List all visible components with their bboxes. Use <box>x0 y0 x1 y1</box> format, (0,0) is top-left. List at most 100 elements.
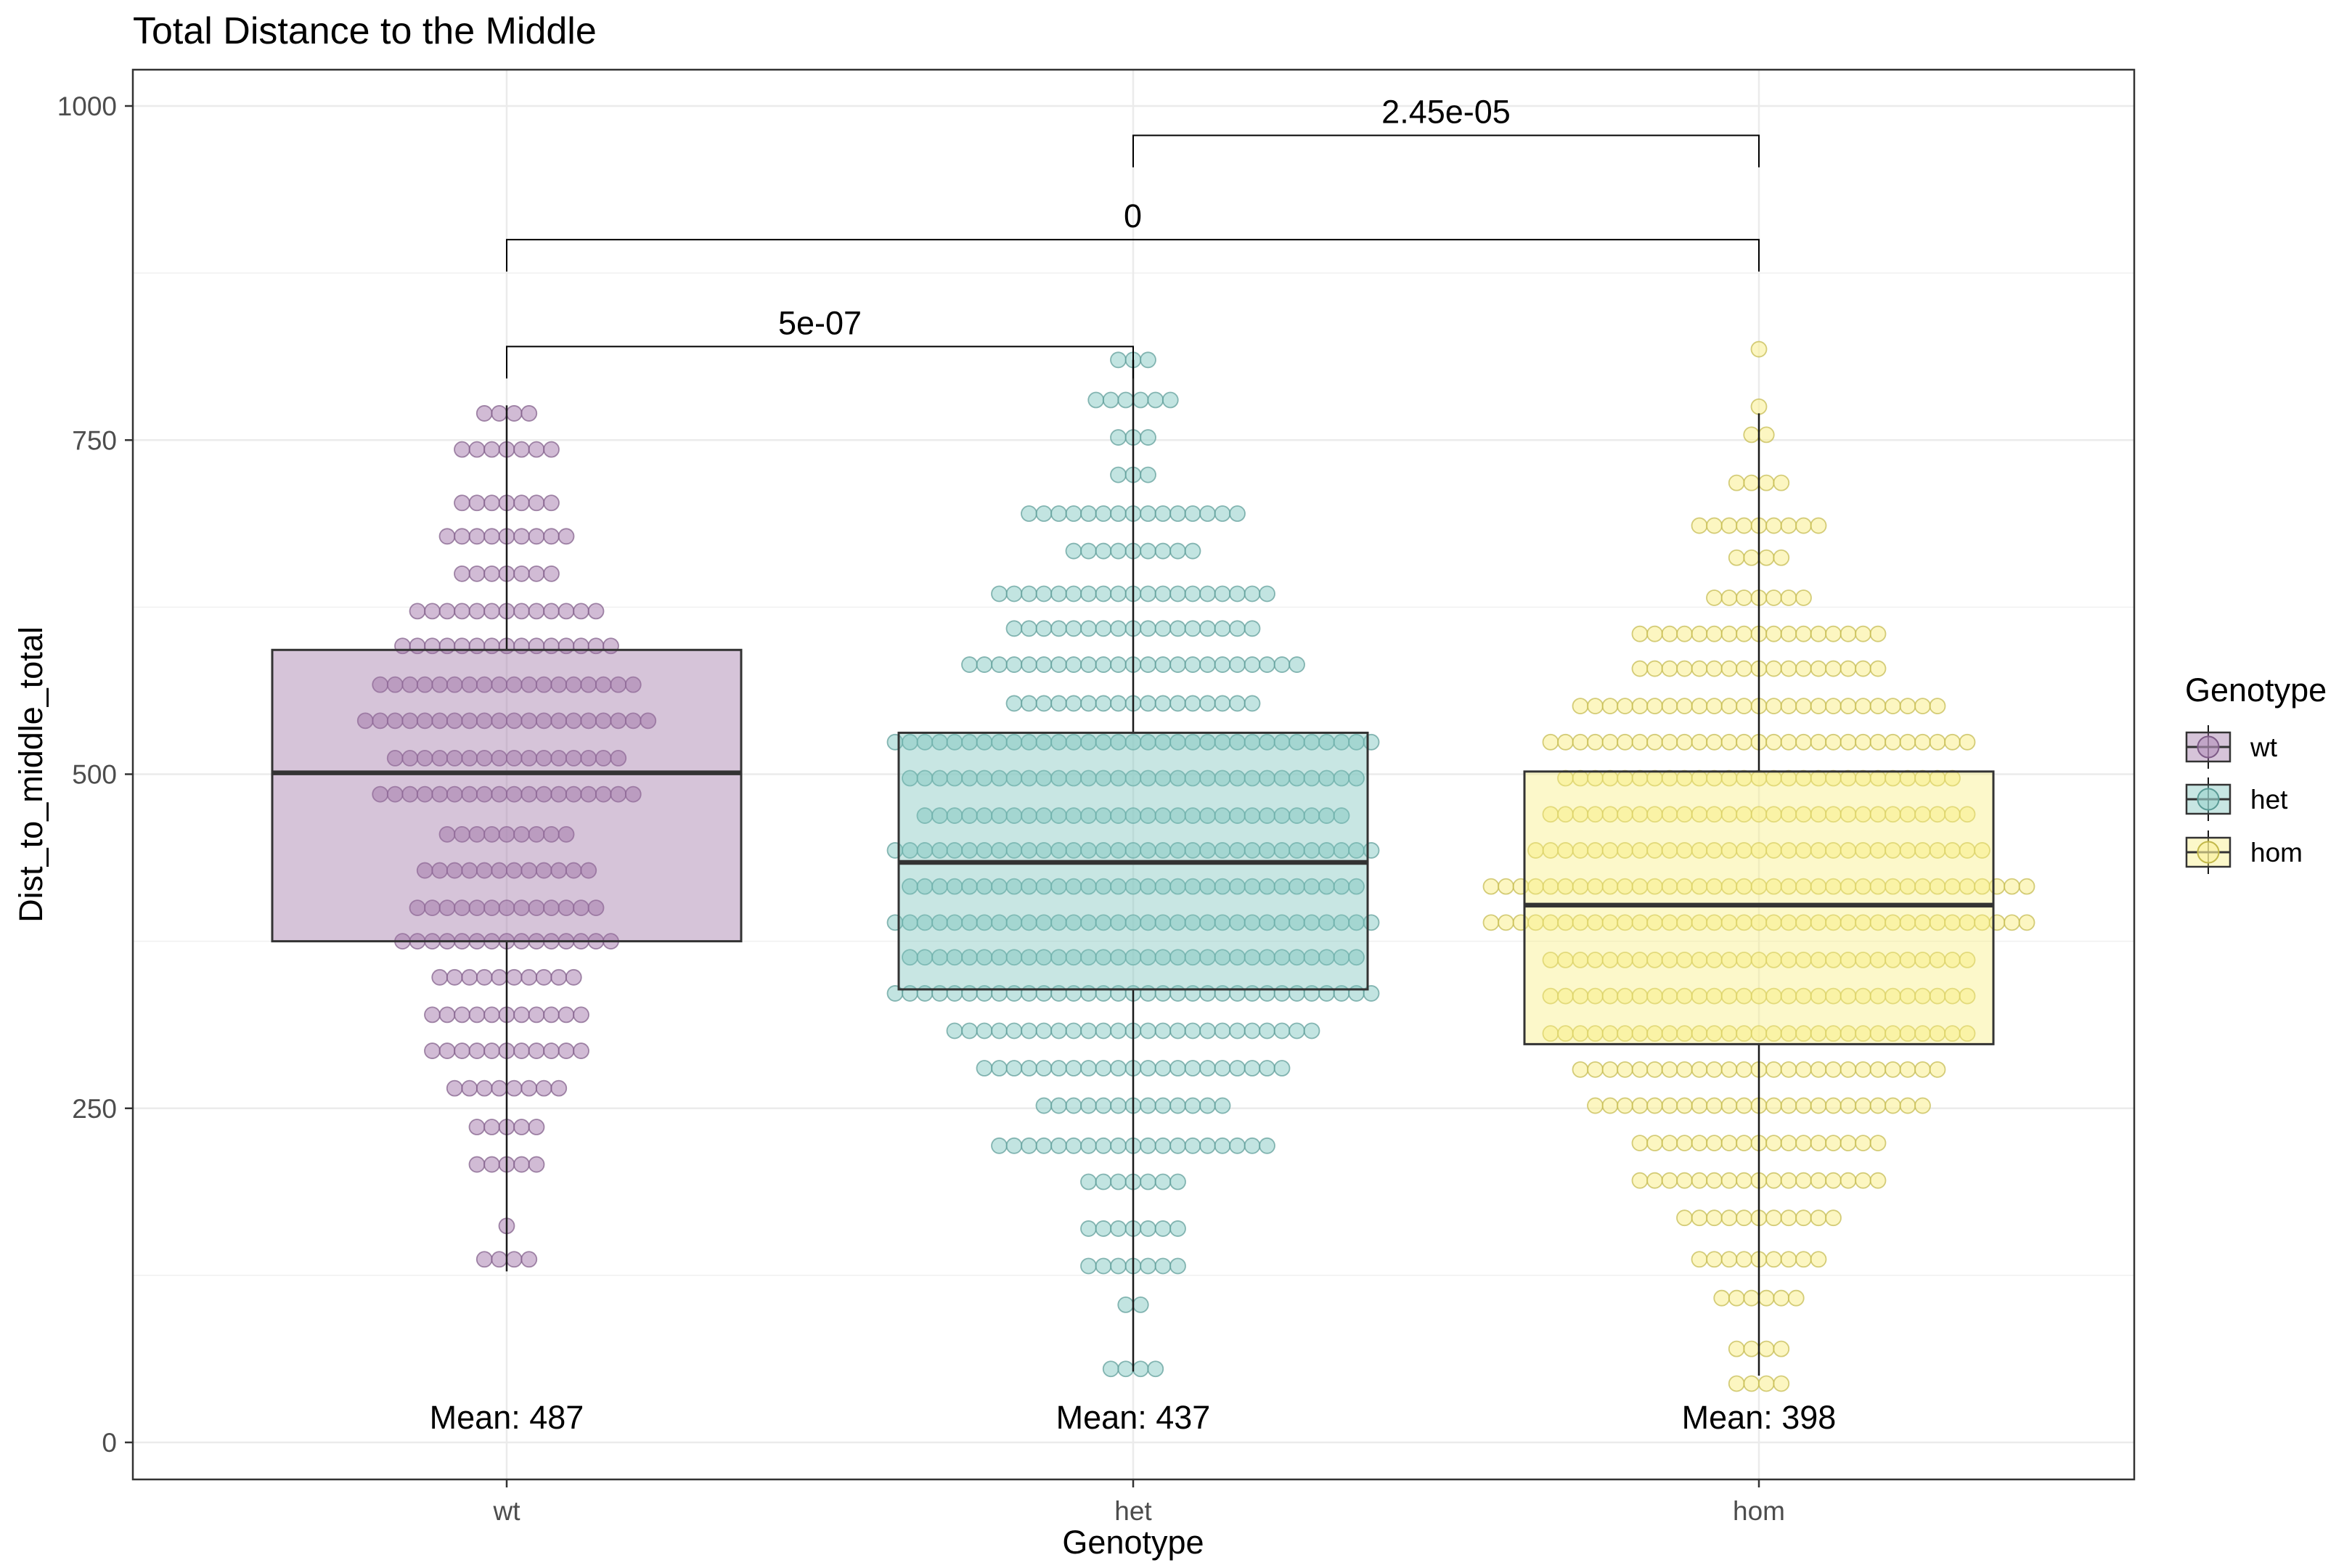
data-point <box>1587 1097 1604 1114</box>
data-point <box>1184 542 1201 560</box>
data-point <box>1080 1022 1097 1040</box>
data-point <box>1899 698 1916 715</box>
data-point <box>528 1156 545 1173</box>
data-point <box>1259 1060 1275 1077</box>
data-point <box>438 1042 456 1059</box>
data-point <box>1787 1289 1805 1307</box>
data-point <box>1080 656 1097 673</box>
data-point <box>1259 1137 1275 1154</box>
y-tick-label: 500 <box>72 760 117 790</box>
data-point <box>2018 878 2035 895</box>
data-point <box>558 1042 575 1059</box>
data-point <box>1885 698 1901 715</box>
data-point <box>1482 914 1500 931</box>
data-point <box>1646 698 1663 715</box>
data-point <box>1244 1060 1261 1077</box>
data-point <box>1661 1061 1678 1078</box>
data-point <box>1140 1220 1156 1237</box>
data-point <box>1214 1060 1231 1077</box>
data-point <box>640 712 657 730</box>
data-point <box>483 1156 500 1173</box>
data-point <box>1184 1022 1201 1040</box>
data-point <box>1885 1061 1901 1078</box>
data-point <box>1825 660 1842 677</box>
data-point <box>1736 1061 1752 1078</box>
data-point <box>1035 620 1053 637</box>
data-point <box>1795 625 1812 642</box>
data-point <box>565 968 582 986</box>
data-point <box>1140 505 1156 522</box>
data-point <box>1021 585 1037 603</box>
data-point <box>1825 1172 1842 1189</box>
data-point <box>1140 542 1156 560</box>
data-point <box>1720 1135 1738 1152</box>
data-point <box>1736 1135 1752 1152</box>
data-point <box>1743 549 1760 566</box>
data-point <box>1795 589 1812 606</box>
data-point <box>1117 391 1135 409</box>
legend-item-hom: hom <box>2185 830 2303 874</box>
data-point <box>424 603 441 620</box>
data-point <box>1065 1137 1082 1154</box>
data-point <box>1765 1135 1782 1152</box>
box <box>1523 770 1995 1045</box>
data-point <box>1736 517 1752 534</box>
data-point <box>1691 1135 1708 1152</box>
data-point <box>1229 505 1246 522</box>
data-point <box>1869 625 1887 642</box>
data-point <box>1117 1360 1135 1378</box>
data-point <box>1080 1097 1097 1114</box>
data-point <box>1184 695 1201 712</box>
data-point <box>991 1137 1008 1154</box>
y-axis-title: Dist_to_middle_total <box>12 626 49 923</box>
data-point <box>1780 1061 1797 1078</box>
data-point <box>1169 1060 1186 1077</box>
data-point <box>1959 987 1976 1005</box>
boxplot-hom <box>1523 413 1995 1376</box>
data-point <box>1617 1061 1633 1078</box>
data-point <box>1169 656 1186 673</box>
data-point <box>528 1042 545 1059</box>
data-point <box>1676 1209 1693 1227</box>
data-point <box>1765 589 1782 606</box>
data-point <box>1140 1173 1156 1191</box>
data-point <box>1214 620 1231 637</box>
data-point <box>1080 585 1097 603</box>
data-point <box>1780 517 1797 534</box>
data-point <box>1914 1097 1931 1114</box>
data-point <box>976 1022 993 1040</box>
data-point <box>1825 1097 1842 1114</box>
bracket-line <box>506 346 1134 379</box>
data-point <box>550 968 568 986</box>
data-point <box>454 603 470 620</box>
data-point <box>1795 1209 1812 1227</box>
data-point <box>1005 695 1023 712</box>
data-point <box>1728 1340 1745 1357</box>
data-point <box>1021 620 1037 637</box>
data-point <box>491 968 508 986</box>
data-point <box>1706 517 1723 534</box>
data-point <box>543 528 560 545</box>
data-point <box>491 1079 508 1097</box>
data-point <box>1169 1097 1186 1114</box>
data-point <box>1691 1209 1708 1227</box>
data-point <box>1050 1060 1067 1077</box>
legend-label-het: het <box>2250 785 2288 814</box>
data-point <box>1110 1137 1127 1154</box>
data-point <box>1110 585 1127 603</box>
data-point <box>1035 1137 1053 1154</box>
data-point <box>1065 1022 1082 1040</box>
data-point <box>573 603 589 620</box>
data-point <box>1065 1060 1082 1077</box>
data-point <box>1706 1097 1723 1114</box>
data-point <box>1065 542 1082 560</box>
data-point <box>1743 426 1760 444</box>
data-point <box>1289 1022 1305 1040</box>
data-point <box>1810 660 1827 677</box>
data-point <box>1140 351 1156 369</box>
x-axis-title: Genotype <box>1062 1524 1204 1561</box>
data-point <box>1743 1340 1760 1357</box>
data-point <box>543 565 560 582</box>
data-point <box>1229 585 1246 603</box>
